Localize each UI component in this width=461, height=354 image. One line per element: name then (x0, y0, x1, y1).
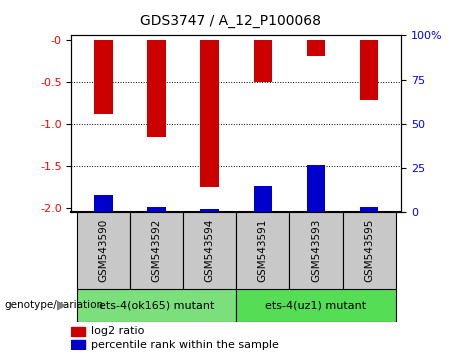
Text: log2 ratio: log2 ratio (91, 326, 145, 336)
Text: percentile rank within the sample: percentile rank within the sample (91, 339, 279, 350)
Bar (147, 40, 166, 137)
Text: genotype/variation: genotype/variation (5, 300, 104, 310)
Bar (77, 289, 236, 322)
Text: GSM543594: GSM543594 (205, 219, 215, 282)
Bar (201, 209, 219, 212)
Bar (94, 40, 112, 114)
Bar (254, 186, 272, 212)
Bar (130, 212, 183, 289)
Bar (360, 207, 378, 212)
Bar (147, 207, 166, 212)
Text: ▶: ▶ (57, 299, 67, 312)
Bar (343, 212, 396, 289)
Bar (77, 212, 130, 289)
Bar (183, 212, 236, 289)
Bar (236, 212, 290, 289)
Text: GSM543590: GSM543590 (98, 219, 108, 282)
Bar (71, 326, 85, 336)
Bar (307, 40, 325, 57)
Bar (201, 40, 219, 187)
Bar (94, 195, 112, 212)
Text: GSM543591: GSM543591 (258, 219, 268, 282)
Text: GSM543595: GSM543595 (364, 219, 374, 282)
Bar (307, 165, 325, 212)
Bar (360, 40, 378, 100)
Text: ets-4(ok165) mutant: ets-4(ok165) mutant (99, 300, 214, 310)
Text: GSM543593: GSM543593 (311, 219, 321, 282)
Bar (236, 289, 396, 322)
Text: ets-4(uz1) mutant: ets-4(uz1) mutant (266, 300, 366, 310)
Bar (290, 212, 343, 289)
Text: GDS3747 / A_12_P100068: GDS3747 / A_12_P100068 (140, 14, 321, 28)
Bar (71, 340, 85, 349)
Bar (254, 40, 272, 82)
Text: GSM543592: GSM543592 (152, 219, 161, 282)
